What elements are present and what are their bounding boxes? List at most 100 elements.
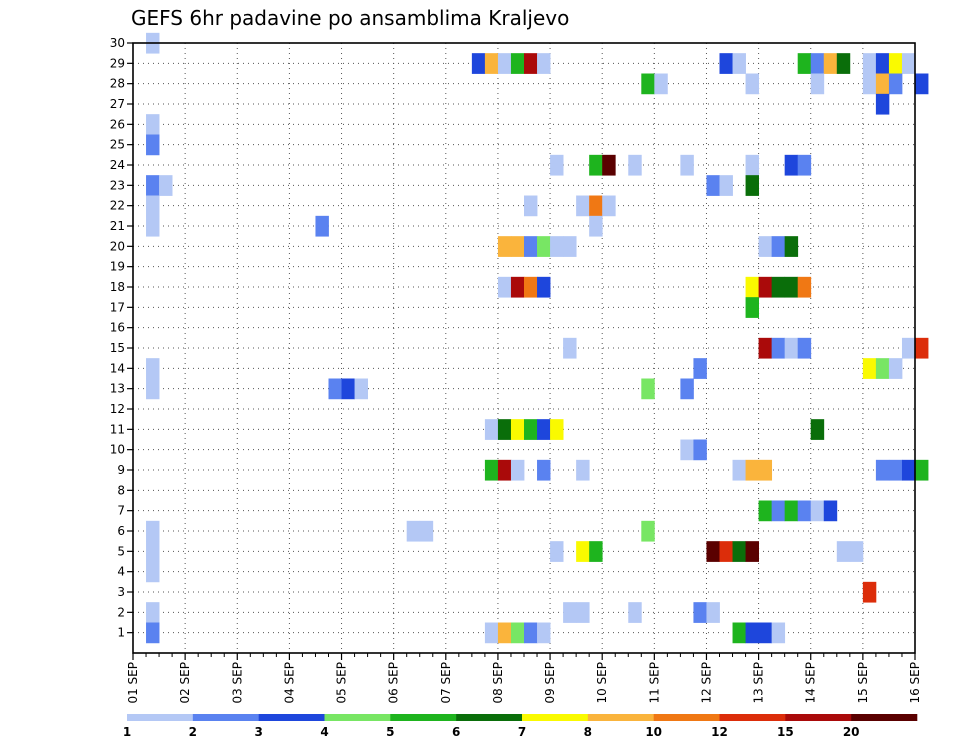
- heatmap-cell: [784, 500, 799, 522]
- legend-label: 4: [320, 725, 328, 739]
- heatmap-cell: [576, 459, 590, 481]
- x-tick-label: 06 SEP: [387, 662, 401, 704]
- heatmap-cell: [745, 541, 759, 562]
- legend-swatch: [653, 714, 720, 721]
- x-tick-label: 13 SEP: [752, 662, 766, 704]
- heatmap-cell: [537, 622, 551, 644]
- heatmap-cell: [146, 195, 160, 217]
- y-tick-label: 8: [117, 483, 125, 497]
- heatmap-cell: [510, 622, 525, 644]
- heatmap-cell: [888, 73, 903, 95]
- legend-swatch: [390, 714, 457, 721]
- legend-label: 12: [711, 725, 728, 739]
- heatmap-cell: [706, 602, 720, 623]
- y-tick-label: 10: [110, 443, 125, 457]
- heatmap-cell: [706, 541, 720, 562]
- legend-label: 2: [189, 725, 197, 739]
- legend-label: 1: [123, 725, 131, 739]
- heatmap-cell: [524, 236, 538, 257]
- y-tick-label: 4: [117, 565, 125, 579]
- heatmap-cell: [550, 419, 564, 440]
- heatmap-cell: [771, 276, 786, 298]
- heatmap-cell: [745, 73, 759, 95]
- heatmap-cell: [745, 459, 759, 481]
- heatmap-cell: [537, 53, 551, 74]
- heatmap-cell: [576, 541, 590, 562]
- heatmap-cell: [484, 622, 499, 644]
- heatmap-cell: [719, 175, 733, 196]
- heatmap-cell: [589, 541, 603, 562]
- heatmap-cell: [797, 53, 812, 74]
- y-tick-label: 17: [110, 300, 125, 314]
- heatmap-cell: [510, 236, 525, 257]
- heatmap-cell: [875, 53, 890, 74]
- heatmap-cell: [758, 236, 773, 257]
- legend-swatch: [456, 714, 523, 721]
- heatmap-cell: [915, 337, 929, 359]
- heatmap-cell: [915, 459, 929, 481]
- heatmap-cell: [810, 53, 825, 74]
- heatmap-cell: [537, 236, 551, 257]
- heatmap-cell: [823, 500, 838, 522]
- legend-swatch: [127, 714, 194, 721]
- y-tick-label: 29: [110, 56, 125, 70]
- heatmap-cell: [836, 53, 851, 74]
- heatmap-cell: [510, 459, 525, 481]
- heatmap-cell: [563, 602, 577, 623]
- heatmap-cell: [641, 520, 655, 542]
- heatmap-cell: [745, 622, 759, 644]
- heatmap-cell: [901, 337, 916, 359]
- heatmap-cells: [146, 32, 929, 644]
- heatmap-cell: [537, 276, 551, 298]
- heatmap-cell: [745, 175, 759, 196]
- y-tick-label: 30: [110, 36, 125, 50]
- heatmap-cell: [589, 195, 603, 217]
- heatmap-cell: [628, 602, 642, 623]
- heatmap-cell: [745, 276, 759, 298]
- heatmap-cell: [810, 500, 825, 522]
- heatmap-cell: [693, 602, 707, 623]
- legend-swatch: [324, 714, 391, 721]
- heatmap-cell: [497, 276, 512, 298]
- legend-swatch: [192, 714, 259, 721]
- heatmap-cell: [341, 378, 355, 400]
- heatmap-cell: [823, 53, 838, 74]
- x-tick-label: 09 SEP: [543, 662, 557, 704]
- heatmap-cell: [510, 419, 525, 440]
- x-tick-label: 03 SEP: [230, 662, 244, 704]
- legend-label: 8: [584, 725, 592, 739]
- heatmap-cell: [888, 53, 903, 74]
- legend-label: 20: [843, 725, 860, 739]
- y-tick-label: 5: [117, 544, 125, 558]
- legend-label: 7: [518, 725, 526, 739]
- legend-label: 10: [645, 725, 662, 739]
- heatmap-cell: [810, 419, 825, 440]
- y-tick-label: 24: [110, 158, 125, 172]
- heatmap-cell: [602, 154, 616, 176]
- x-tick-label: 04 SEP: [282, 662, 296, 704]
- heatmap-cell: [875, 93, 890, 115]
- heatmap-cell: [524, 419, 538, 440]
- heatmap-cell: [810, 73, 825, 95]
- heatmap-cell: [354, 378, 368, 400]
- heatmap-cell: [497, 236, 512, 257]
- heatmap-cell: [771, 236, 786, 257]
- y-tick-label: 9: [117, 463, 125, 477]
- heatmap-cell: [784, 154, 799, 176]
- heatmap-cell: [797, 154, 812, 176]
- heatmap-cell: [771, 622, 786, 644]
- x-tick-label: 07 SEP: [439, 662, 453, 704]
- heatmap-cell: [146, 358, 160, 379]
- heatmap-cell: [589, 154, 603, 176]
- heatmap-cell: [550, 154, 564, 176]
- x-tick-label: 10 SEP: [595, 662, 609, 704]
- y-tick-label: 28: [110, 77, 125, 91]
- heatmap-cell: [537, 459, 551, 481]
- heatmap-cell: [901, 53, 916, 74]
- y-tick-label: 1: [117, 626, 125, 640]
- legend-label: 5: [386, 725, 394, 739]
- x-tick-label: 12 SEP: [699, 662, 713, 704]
- heatmap-cell: [602, 195, 616, 217]
- heatmap-cell: [146, 134, 160, 156]
